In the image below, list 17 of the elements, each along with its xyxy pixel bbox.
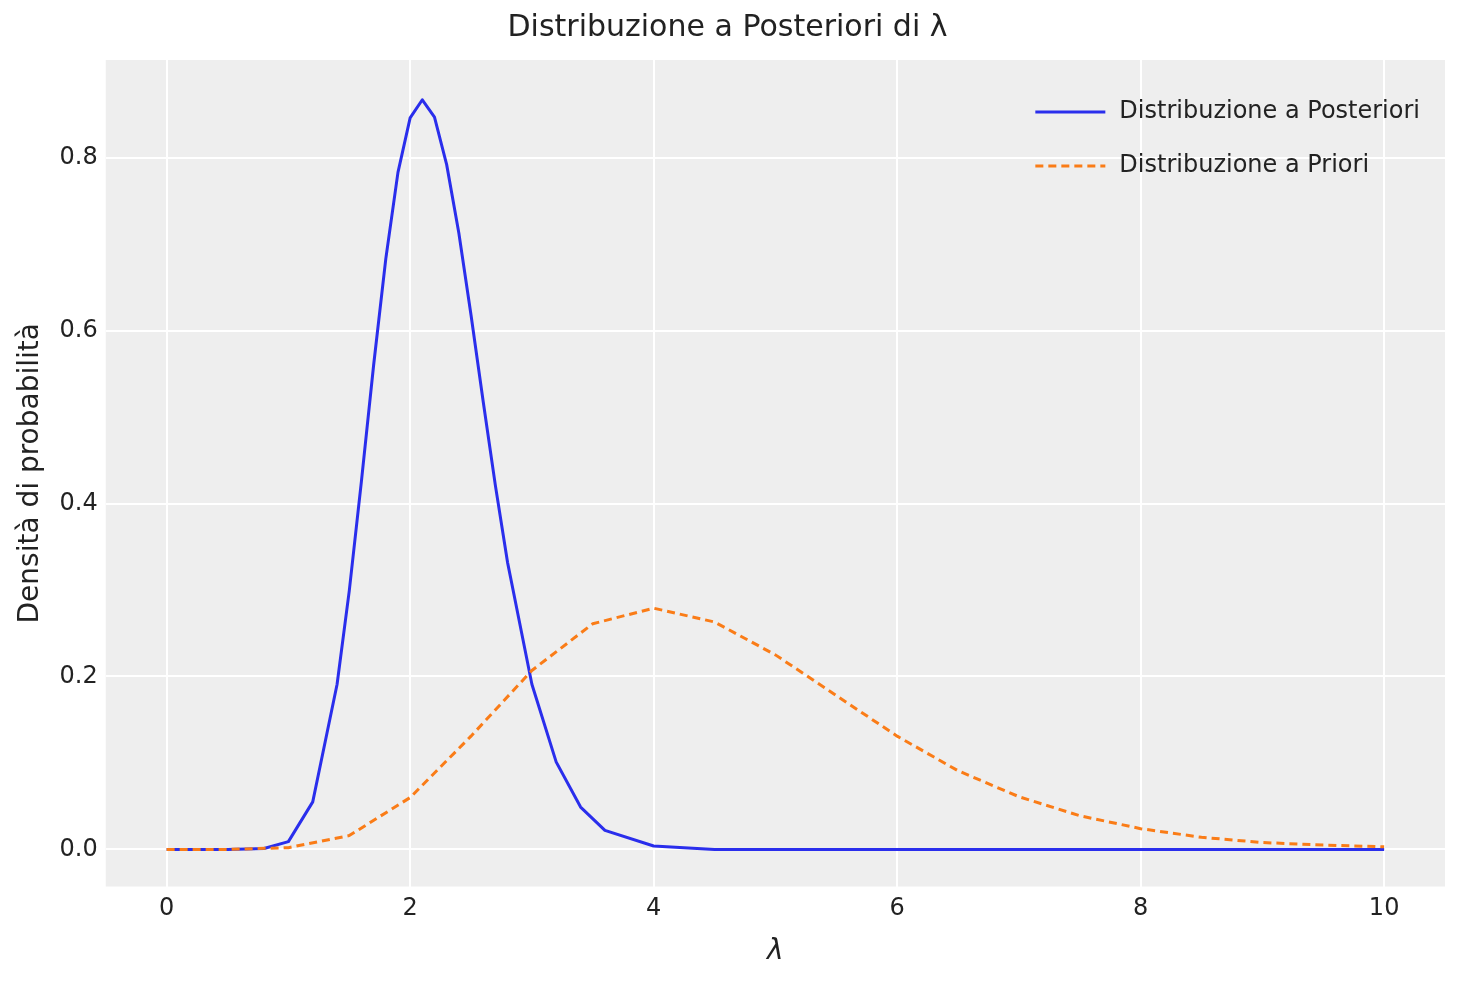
x-tick-label: 4 — [645, 893, 662, 922]
y-tick-label: 0.4 — [59, 487, 98, 516]
x-tick-label: 10 — [1368, 893, 1400, 922]
y-axis-title: Densità di probabilità — [12, 323, 46, 624]
line-series — [165, 606, 1386, 851]
chart-title: Distribuzione a Posteriori di λ — [507, 7, 948, 43]
legend-label: Distribuzione a Posteriori — [1119, 96, 1420, 125]
x-axis-title: λ — [765, 933, 784, 967]
y-tick-label: 0.8 — [59, 141, 98, 170]
y-tick-label: 0.2 — [59, 660, 98, 689]
x-tick-label: 8 — [1132, 893, 1149, 922]
x-tick-label: 0 — [159, 893, 175, 922]
x-tick-label: 2 — [402, 893, 418, 922]
y-tick-label: 0.0 — [59, 833, 98, 862]
y-tick-label: 0.6 — [59, 314, 98, 343]
legend-label: Distribuzione a Priori — [1119, 150, 1370, 179]
x-tick-label: 6 — [889, 893, 905, 922]
